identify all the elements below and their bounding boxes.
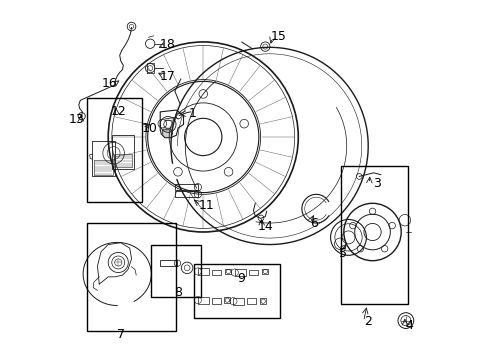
Bar xyxy=(248,270,257,275)
Bar xyxy=(225,269,231,274)
Bar xyxy=(341,166,407,304)
Bar xyxy=(262,269,267,274)
Bar xyxy=(94,160,113,175)
Text: 13: 13 xyxy=(69,113,85,126)
Bar xyxy=(92,141,115,176)
Bar xyxy=(212,270,221,275)
Text: 4: 4 xyxy=(405,319,412,332)
Text: 5: 5 xyxy=(338,247,346,260)
Bar xyxy=(113,154,132,167)
Text: 16: 16 xyxy=(102,77,118,90)
Bar xyxy=(198,268,208,275)
Text: 12: 12 xyxy=(110,105,126,118)
Text: 14: 14 xyxy=(258,220,273,233)
Bar xyxy=(194,264,280,318)
Bar xyxy=(260,298,265,304)
Text: 18: 18 xyxy=(159,38,175,51)
Text: 15: 15 xyxy=(270,30,286,43)
Bar xyxy=(174,192,198,197)
Bar xyxy=(174,184,198,190)
Bar xyxy=(86,98,142,202)
Bar xyxy=(151,244,201,297)
Text: 3: 3 xyxy=(372,177,380,190)
Text: 7: 7 xyxy=(117,328,124,341)
Text: 11: 11 xyxy=(199,199,214,212)
Bar xyxy=(112,135,134,169)
Bar xyxy=(234,269,245,276)
Bar xyxy=(212,298,221,304)
Bar xyxy=(224,297,230,303)
Bar xyxy=(233,298,244,305)
Text: 1: 1 xyxy=(188,107,196,120)
Bar xyxy=(160,260,177,266)
Bar xyxy=(86,223,176,331)
Text: 9: 9 xyxy=(237,272,244,285)
Text: 6: 6 xyxy=(310,216,318,230)
Text: 10: 10 xyxy=(141,122,157,135)
Text: 17: 17 xyxy=(159,69,175,82)
Text: 2: 2 xyxy=(364,315,371,328)
Text: 8: 8 xyxy=(174,287,182,300)
Bar xyxy=(198,297,208,304)
Bar xyxy=(247,298,256,304)
